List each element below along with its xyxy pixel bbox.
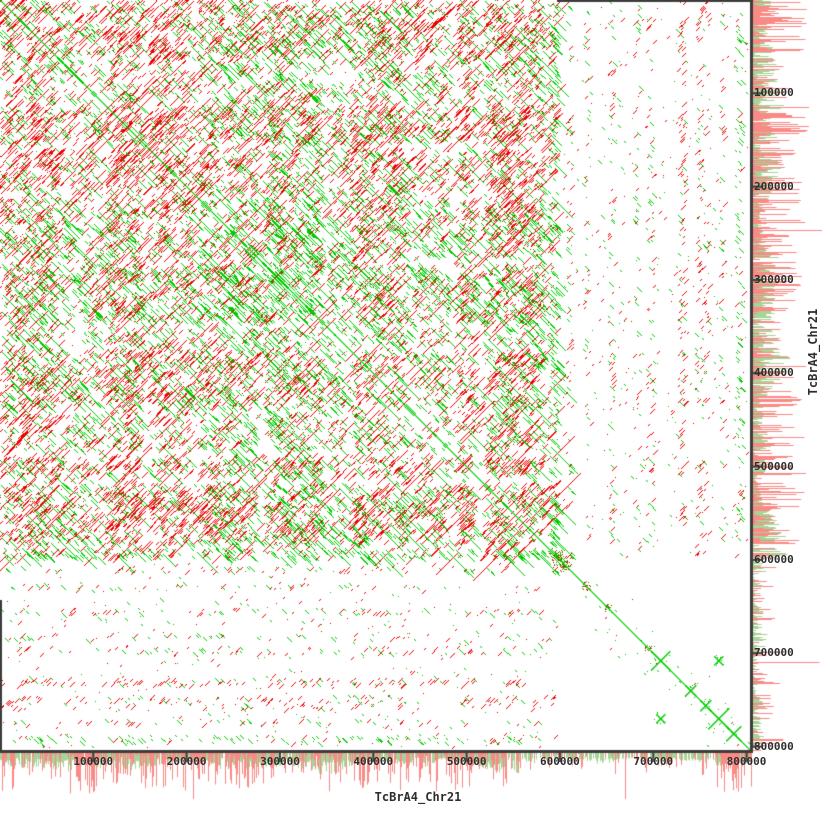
- x-axis-tick-label: 100000: [73, 755, 114, 768]
- x-axis-tick-label: 400000: [353, 755, 394, 768]
- x-axis-tick-label: 800000: [726, 755, 767, 768]
- y-axis-tick-label: 400000: [754, 366, 794, 380]
- y-axis-tick-label: 800000: [754, 739, 794, 753]
- x-axis-tick-label: 600000: [540, 755, 580, 768]
- y-axis-tick-label: 200000: [754, 179, 794, 193]
- x-axis-tick-label: 700000: [633, 755, 674, 768]
- y-axis-tick-label: 300000: [754, 272, 794, 286]
- x-axis-tick-label: 300000: [260, 755, 300, 768]
- y-axis-tick-label: 700000: [754, 646, 794, 660]
- x-axis-tick-label: 500000: [446, 755, 487, 768]
- x-axis-title: TcBrA4_Chr21: [374, 790, 462, 804]
- y-axis-tick-label: 100000: [754, 86, 794, 100]
- y-axis-title: TcBrA4_Chr21: [806, 308, 820, 396]
- y-axis-tick-label: 600000: [754, 552, 794, 566]
- x-axis-tick-label: 200000: [166, 755, 207, 768]
- y-axis-tick-label: 500000: [754, 459, 794, 473]
